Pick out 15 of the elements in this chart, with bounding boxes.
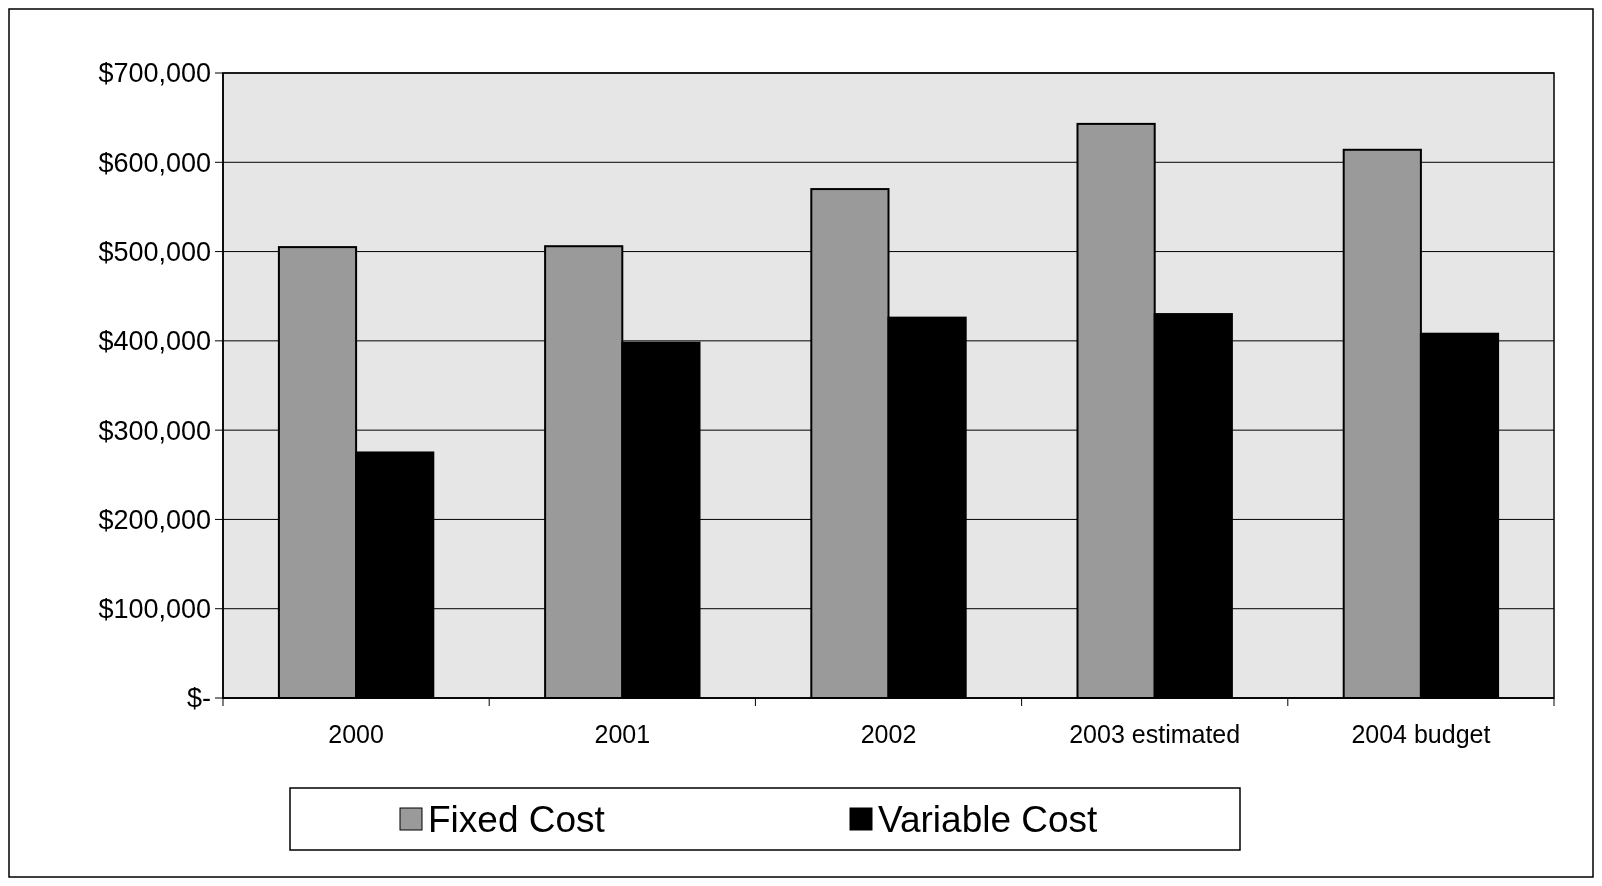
y-tick-label: $700,000 — [98, 58, 211, 89]
y-tick-label: $200,000 — [98, 504, 211, 535]
x-tick-label: 2000 — [328, 720, 384, 748]
y-tick-label: $300,000 — [98, 415, 211, 446]
legend-label: Fixed Cost — [428, 798, 606, 840]
x-tick-label: 2001 — [594, 720, 651, 748]
x-tick-label: 2002 — [860, 720, 917, 748]
x-tick-label: 2004 budget — [1351, 720, 1491, 748]
y-tick-label: $100,000 — [98, 594, 211, 625]
y-tick-label: $400,000 — [98, 326, 211, 357]
y-tick-label: $600,000 — [98, 147, 211, 178]
y-tick-label: $- — [186, 683, 211, 714]
legend-label: Variable Cost — [878, 798, 1099, 840]
x-tick-label: 2003 estimated — [1069, 720, 1241, 748]
y-tick-label: $500,000 — [98, 237, 211, 268]
